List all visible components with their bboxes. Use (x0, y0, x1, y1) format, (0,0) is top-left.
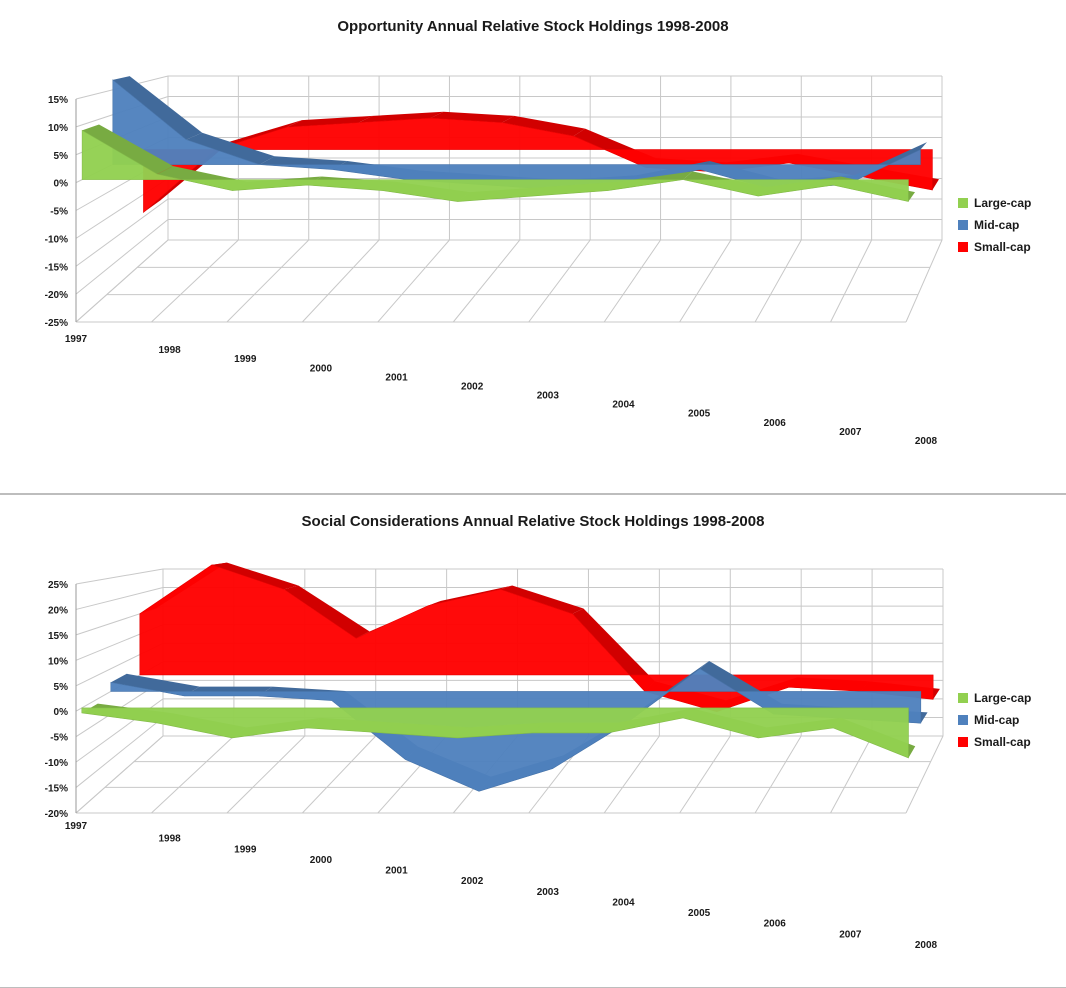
series-top-face (82, 124, 174, 175)
legend-item-large-cap: Large-cap (958, 192, 1031, 214)
y-tick-label: 10% (48, 656, 68, 667)
y-tick-label: 5% (54, 151, 69, 162)
chart-panel-opportunity: Opportunity Annual Relative Stock Holdin… (0, 18, 1066, 494)
legend-item-small-cap: Small-cap (958, 731, 1031, 753)
x-tick-label: 2007 (839, 929, 862, 940)
series-top-face (112, 76, 203, 140)
chart-legend: Large-cap Mid-cap Small-cap (958, 687, 1031, 753)
y-tick-label: 10% (48, 123, 68, 134)
x-tick-label: 1999 (234, 844, 257, 855)
legend-item-mid-cap: Mid-cap (958, 214, 1031, 236)
x-tick-label: 2003 (537, 391, 560, 402)
legend-item-large-cap: Large-cap (958, 687, 1031, 709)
x-tick-label: 2001 (385, 866, 408, 877)
series-group (81, 562, 940, 792)
legend-label: Small-cap (974, 735, 1031, 749)
series-large-cap (81, 703, 916, 759)
y-tick-label: -15% (45, 784, 68, 795)
legend-swatch-small-cap (958, 242, 968, 252)
legend-swatch-small-cap (958, 737, 968, 747)
legend-label: Small-cap (974, 240, 1031, 254)
x-tick-label: 2006 (764, 418, 787, 429)
legend-label: Mid-cap (974, 713, 1020, 727)
series-top-face (110, 673, 200, 696)
legend-label: Large-cap (974, 691, 1032, 705)
x-tick-label: 2008 (915, 436, 938, 447)
series-top-face (284, 585, 370, 639)
series-top-face (286, 115, 373, 128)
legend-item-small-cap: Small-cap (958, 236, 1031, 258)
x-tick-label: 1998 (159, 345, 182, 356)
chart-title: Social Considerations Annual Relative St… (301, 513, 765, 530)
x-tick-label: 2001 (385, 372, 408, 383)
y-tick-label: -10% (45, 758, 68, 769)
x-tick-label: 2005 (688, 908, 711, 919)
chart-legend: Large-cap Mid-cap Small-cap (958, 192, 1031, 258)
y-tick-label: -15% (45, 262, 68, 273)
y-tick-label: -20% (45, 290, 68, 301)
legend-swatch-large-cap (958, 693, 968, 703)
chart-plot-area: 15%10%5%0%-5%-10%-15%-20%-25%19971998199… (45, 75, 943, 447)
y-tick-label: 0% (54, 179, 69, 190)
series-top-face (502, 115, 586, 137)
legend-swatch-mid-cap (958, 220, 968, 230)
x-tick-label: 2002 (461, 876, 484, 887)
y-tick-label: 5% (54, 682, 69, 693)
x-tick-label: 2005 (688, 409, 711, 420)
y-tick-label: -5% (50, 207, 68, 218)
x-tick-label: 2000 (310, 855, 333, 866)
gridline-y (75, 219, 942, 295)
x-tick-label: 2004 (612, 897, 635, 908)
x-tick-label: 1999 (234, 354, 257, 365)
legend-swatch-large-cap (958, 198, 968, 208)
chart-title: Opportunity Annual Relative Stock Holdin… (337, 18, 729, 35)
series-top-face (572, 608, 655, 692)
grid-lines (75, 75, 943, 323)
gridline-y (75, 198, 942, 267)
legend-item-mid-cap: Mid-cap (958, 709, 1031, 731)
y-tick-labels: 25% 20% 15% 10% 5% 0% -5% -10% -15% -20% (45, 580, 68, 820)
series-small-cap (139, 562, 940, 712)
series-group (81, 76, 939, 214)
x-tick-label: 1997 (65, 821, 88, 832)
series-top-face (430, 111, 515, 123)
x-tick-label: 1998 (159, 834, 182, 845)
chart-panel-social-considerations: Social Considerations Annual Relative St… (0, 494, 1066, 988)
series-top-face (211, 562, 299, 590)
y-tick-label: 15% (48, 95, 68, 106)
x-tick-label: 2007 (839, 427, 862, 438)
series-large-cap (81, 124, 915, 202)
chart-plot-area: 25%20%15%10%5%0%-5%-10%-15%-20%199719981… (45, 562, 944, 951)
x-tick-label: 2008 (915, 940, 938, 951)
legend-swatch-mid-cap (958, 715, 968, 725)
x-tick-labels: 1997 1998 1999 2000 2001 2002 2003 2004 2005 2006… (65, 334, 938, 447)
x-tick-label: 1997 (65, 334, 88, 345)
gridline-y (75, 75, 942, 100)
y-tick-label: -20% (45, 809, 68, 820)
y-tick-label: 0% (54, 707, 69, 718)
gridline-y (75, 239, 942, 323)
series-top-face (215, 120, 302, 150)
x-tick-label: 2000 (310, 363, 333, 374)
x-tick-label: 2006 (764, 919, 787, 930)
y-tick-labels: 15% 10% 5% 0% -5% -10% -15% -20% -25% (45, 95, 68, 329)
x-tick-label: 2004 (612, 400, 635, 411)
y-tick-label: 25% (48, 580, 68, 591)
legend-label: Mid-cap (974, 218, 1020, 232)
y-tick-label: -25% (45, 318, 68, 329)
series-top-face (358, 111, 444, 123)
y-tick-label: -5% (50, 733, 68, 744)
x-tick-labels: 1997 1998 1999 2000 2001 2002 2003 2004 2005 2006… (65, 821, 938, 951)
y-tick-label: -10% (45, 234, 68, 245)
series-top-face (186, 132, 275, 165)
series-top-face (500, 585, 584, 614)
x-tick-label: 2003 (537, 887, 560, 898)
legend-label: Large-cap (974, 196, 1032, 210)
y-tick-label: 15% (48, 631, 68, 642)
x-tick-label: 2002 (461, 381, 484, 392)
y-tick-label: 20% (48, 605, 68, 616)
